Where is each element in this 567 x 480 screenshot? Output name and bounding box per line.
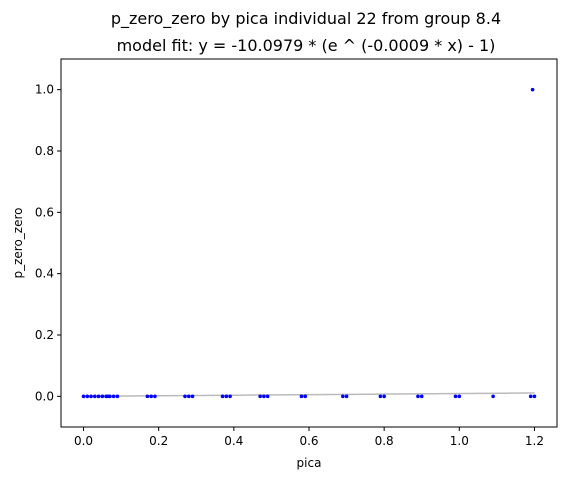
x-tick-label: 0.4 [224, 434, 243, 448]
data-point [532, 394, 537, 399]
data-point [183, 394, 187, 399]
data-point [96, 394, 101, 399]
data-point [93, 394, 97, 399]
data-point [111, 394, 116, 399]
data-point [224, 394, 229, 399]
data-point [186, 394, 191, 399]
x-tick-label: 1.0 [450, 434, 469, 448]
data-point [262, 394, 266, 399]
y-axis-label: p_zero_zero [11, 207, 25, 278]
data-point [344, 394, 349, 399]
data-point [265, 394, 270, 399]
data-point [453, 394, 458, 399]
y-tick-label: 0.0 [35, 389, 54, 403]
data-point [528, 394, 533, 399]
data-point [220, 394, 225, 399]
chart-subtitle: model fit: y = -10.0979 * (e ^ (-0.0009 … [117, 36, 496, 55]
x-tick-label: 0.8 [375, 434, 394, 448]
y-tick-label: 0.4 [35, 267, 54, 281]
y-tick-label: 1.0 [35, 83, 54, 97]
fit-line [83, 392, 535, 398]
chart-title: p_zero_zero by pica individual 22 from g… [111, 9, 501, 29]
x-tick-label: 1.2 [525, 434, 544, 448]
scatter-points [81, 87, 537, 399]
data-point [108, 394, 112, 399]
data-point [382, 394, 386, 399]
y-tick-label: 0.8 [35, 144, 54, 158]
data-point [81, 394, 86, 399]
data-point [228, 394, 232, 399]
data-point [85, 394, 90, 399]
data-point [89, 394, 93, 399]
y-tick-label: 0.2 [35, 328, 54, 342]
data-point [100, 394, 105, 399]
data-point [457, 394, 462, 399]
x-axis-label: pica [297, 456, 322, 470]
data-point [190, 394, 195, 399]
data-point [145, 394, 150, 399]
axis-ticks: 0.0 0.2 0.4 0.6 0.8 1.0 1.2 0.0 0.2 0.4 0.6 0.8 1.0 [35, 83, 544, 448]
data-point [419, 394, 424, 399]
x-tick-label: 0.6 [299, 434, 318, 448]
data-point [299, 394, 304, 399]
y-tick-label: 0.6 [35, 205, 54, 219]
plot-frame [60, 58, 558, 428]
fit-line-group [83, 392, 535, 398]
x-tick-label: 0.0 [74, 434, 93, 448]
data-point [530, 87, 535, 92]
data-point [153, 394, 157, 399]
x-tick-label: 0.2 [149, 434, 168, 448]
data-point [341, 394, 345, 399]
data-point [491, 394, 495, 399]
data-point [416, 394, 420, 399]
data-point [378, 394, 383, 399]
data-point [258, 394, 262, 399]
data-point [149, 394, 153, 399]
data-point [303, 394, 308, 399]
data-point [115, 394, 120, 399]
